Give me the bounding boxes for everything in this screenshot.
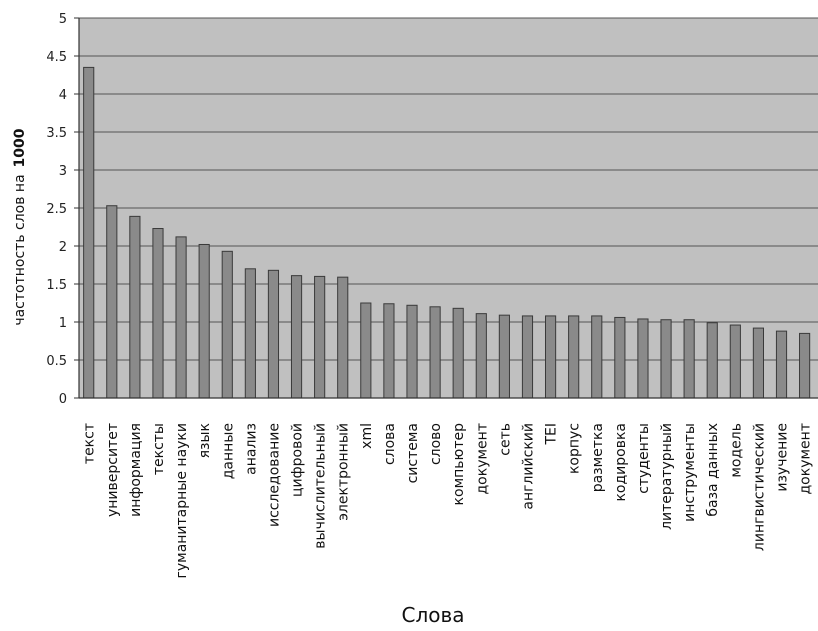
x-tick-label: разметка — [590, 423, 606, 492]
x-tick-label: компьютер — [451, 423, 467, 506]
bar — [175, 236, 187, 399]
bar — [683, 319, 695, 399]
y-tick-label: 3.5 — [46, 126, 67, 141]
y-tick-label: 2 — [59, 240, 67, 255]
y-tick-label: 1 — [59, 316, 67, 331]
x-tick-label: текст — [82, 423, 98, 464]
x-tick-label: исследование — [266, 423, 282, 527]
bar — [614, 316, 626, 399]
x-tick-label: база данных — [705, 423, 721, 517]
bar — [521, 315, 534, 399]
bar — [314, 275, 326, 399]
x-tick-label: изучение — [775, 423, 791, 492]
x-tick-label: модель — [728, 423, 744, 478]
y-tick-labels: 0 0.5 1 1.5 2 2.5 3 3.5 4 4.5 5 — [46, 12, 79, 407]
bar — [152, 228, 164, 399]
x-tick-label: система — [405, 423, 421, 483]
y-tick-label: 0 — [59, 392, 67, 407]
bar — [267, 269, 280, 399]
bar — [775, 330, 788, 399]
bar — [129, 215, 141, 399]
y-axis-unit: 1000 — [12, 128, 28, 167]
bar — [498, 314, 510, 399]
y-tick-label: 1.5 — [46, 278, 67, 293]
x-tick-labels: текст университет информация тексты гуманита… — [82, 423, 814, 579]
x-tick-label: документ — [798, 423, 814, 494]
bar — [406, 304, 418, 399]
bar — [290, 275, 303, 399]
bar — [752, 327, 764, 399]
bar — [799, 332, 811, 399]
bar — [544, 315, 557, 399]
bar — [729, 324, 741, 399]
bar — [106, 205, 118, 399]
x-tick-label: TEI — [544, 423, 560, 446]
bar — [429, 306, 441, 399]
bar — [568, 315, 580, 399]
x-tick-label: цифровой — [290, 423, 306, 497]
bar — [83, 66, 95, 399]
bar — [706, 322, 718, 399]
x-tick-label: тексты — [151, 423, 167, 475]
y-tick-label: 4 — [59, 88, 67, 103]
x-tick-label: данные — [220, 423, 236, 479]
x-tick-label: университет — [105, 423, 121, 517]
x-tick-label: литературный — [659, 423, 675, 530]
x-tick-label: инструменты — [682, 423, 698, 522]
x-tick-label: корпус — [567, 423, 583, 474]
x-tick-label: студенты — [636, 423, 652, 494]
y-tick-label: 4.5 — [46, 50, 67, 65]
x-tick-label: слово — [428, 423, 444, 465]
bar — [221, 250, 233, 399]
bar — [475, 313, 487, 399]
bar — [452, 307, 464, 399]
bar — [660, 319, 672, 399]
x-tick-label: информация — [128, 423, 144, 517]
x-tick-label: лингвистический — [751, 423, 767, 551]
bar — [198, 243, 210, 399]
y-tick-label: 3 — [59, 164, 67, 179]
x-tick-label: гуманитарные науки — [174, 423, 190, 579]
x-tick-label: анализ — [243, 423, 259, 475]
x-tick-label: документ — [474, 423, 490, 494]
x-tick-label: вычислительный — [313, 423, 329, 549]
bar — [383, 303, 395, 399]
x-tick-label: xml — [359, 423, 375, 449]
y-tick-label: 0.5 — [46, 354, 67, 369]
bar — [360, 302, 372, 399]
x-axis-label: Слова — [401, 603, 464, 627]
y-axis-label: частотность слов на — [12, 174, 28, 325]
x-tick-label: сеть — [497, 423, 513, 456]
x-tick-label: английский — [520, 423, 536, 510]
y-tick-label: 5 — [59, 12, 67, 27]
x-tick-label: электронный — [336, 423, 352, 521]
bar — [244, 268, 256, 399]
bar — [337, 276, 349, 399]
x-tick-label: язык — [197, 423, 213, 458]
x-tick-label: кодировка — [613, 423, 629, 502]
bar — [591, 315, 603, 399]
x-tick-label: слова — [382, 423, 398, 465]
bar — [637, 318, 649, 399]
y-tick-label: 2.5 — [46, 202, 67, 217]
